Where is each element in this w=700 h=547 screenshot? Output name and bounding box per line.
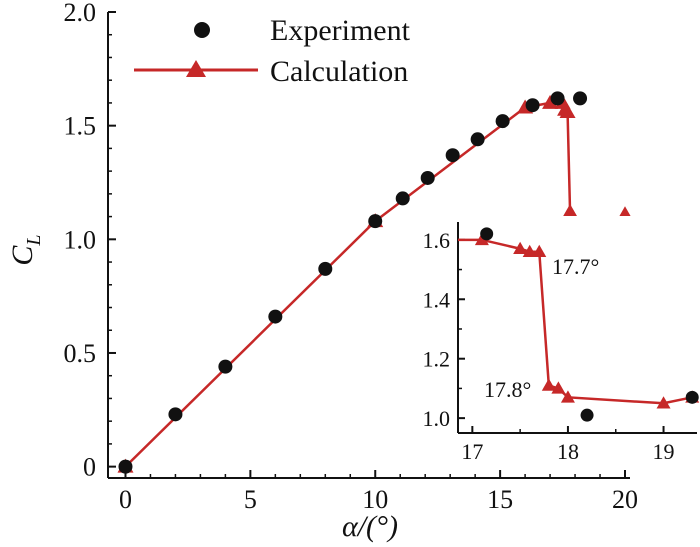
inset-y-tick-label-0: 1.0 bbox=[423, 406, 451, 431]
y-tick-label-3: 1.5 bbox=[64, 112, 97, 141]
inset-frame bbox=[456, 216, 700, 438]
experiment-point-6 bbox=[395, 191, 410, 206]
experiment-point-11 bbox=[525, 98, 540, 113]
inset-calculation-point-5 bbox=[541, 378, 556, 391]
inset-y-tick-label-3: 1.6 bbox=[423, 228, 451, 253]
inset-calculation-point-2 bbox=[513, 241, 528, 254]
inset-plot: 17 18 19 1.0 1.2 1.4 1.6 17.7° 17.8° bbox=[423, 216, 700, 464]
annotation-17-7: 17.7° bbox=[552, 254, 599, 279]
experiment-point-10 bbox=[495, 114, 510, 129]
experiment-point-9 bbox=[470, 132, 485, 147]
experiment-point-3 bbox=[268, 309, 283, 324]
y-tick-label-2: 1.0 bbox=[64, 225, 97, 254]
inset-calculation-point-6 bbox=[551, 381, 566, 394]
experiment-point-0 bbox=[118, 459, 133, 474]
x-tick-label-4: 20 bbox=[612, 485, 638, 514]
calculation-point-3 bbox=[542, 94, 559, 109]
x-tick-label-3: 15 bbox=[487, 485, 513, 514]
x-axis-label: α/(°) bbox=[342, 510, 398, 543]
experiment-point-12 bbox=[550, 91, 565, 106]
inset-experiment-point-2 bbox=[685, 390, 699, 404]
inset-experiment-point-0 bbox=[480, 227, 494, 241]
inset-calculation-point-7 bbox=[560, 390, 575, 403]
main-plot: 0 5 10 15 20 0 0.5 1.0 1.5 2.0 CL α/(°) Experimen… bbox=[6, 0, 638, 543]
legend-experiment-marker bbox=[194, 22, 210, 38]
legend-calculation-label: Calculation bbox=[270, 55, 408, 88]
inset-experiment-point-1 bbox=[580, 408, 594, 422]
inset-calculation-point-3 bbox=[522, 244, 537, 257]
inset-x-tick-label-0: 17 bbox=[461, 439, 483, 464]
experiment-point-5 bbox=[368, 214, 383, 229]
main-tick-labels: 0 5 10 15 20 0 0.5 1.0 1.5 2.0 bbox=[64, 0, 639, 514]
legend-calculation-marker bbox=[186, 60, 206, 77]
legend-experiment-label: Experiment bbox=[270, 14, 411, 47]
inset-y-tick-label-2: 1.4 bbox=[423, 287, 451, 312]
experiment-point-7 bbox=[420, 170, 435, 185]
inset-y-tick-label-1: 1.2 bbox=[423, 347, 451, 372]
inset-calculation-point-8 bbox=[656, 396, 671, 409]
x-tick-label-2: 10 bbox=[362, 485, 388, 514]
inset-x-tick-label-2: 19 bbox=[653, 439, 675, 464]
inset-series-group bbox=[458, 227, 700, 422]
experiment-point-2 bbox=[218, 359, 233, 374]
x-tick-label-0: 0 bbox=[119, 485, 132, 514]
experiment-point-4 bbox=[318, 261, 333, 276]
inset-x-tick-label-1: 18 bbox=[557, 439, 579, 464]
x-tick-label-1: 5 bbox=[244, 485, 257, 514]
experiment-point-13 bbox=[573, 91, 588, 106]
experiment-point-1 bbox=[168, 407, 183, 422]
inset-tick-labels: 17 18 19 1.0 1.2 1.4 1.6 bbox=[423, 228, 675, 464]
calculation-point-6 bbox=[559, 104, 576, 119]
y-tick-label-4: 2.0 bbox=[64, 0, 97, 27]
y-tick-label-1: 0.5 bbox=[64, 339, 97, 368]
inset-calculation-point-4 bbox=[532, 244, 547, 257]
annotation-17-8: 17.8° bbox=[484, 377, 531, 402]
y-axis-label: CL bbox=[6, 234, 45, 265]
y-tick-label-0: 0 bbox=[83, 453, 96, 482]
inset-calculation-point-1 bbox=[474, 232, 489, 246]
main-tick-marks bbox=[108, 11, 627, 478]
inset-calculation-line bbox=[458, 238, 693, 405]
experiment-point-8 bbox=[445, 148, 460, 163]
legend: Experiment Calculation bbox=[134, 14, 411, 88]
